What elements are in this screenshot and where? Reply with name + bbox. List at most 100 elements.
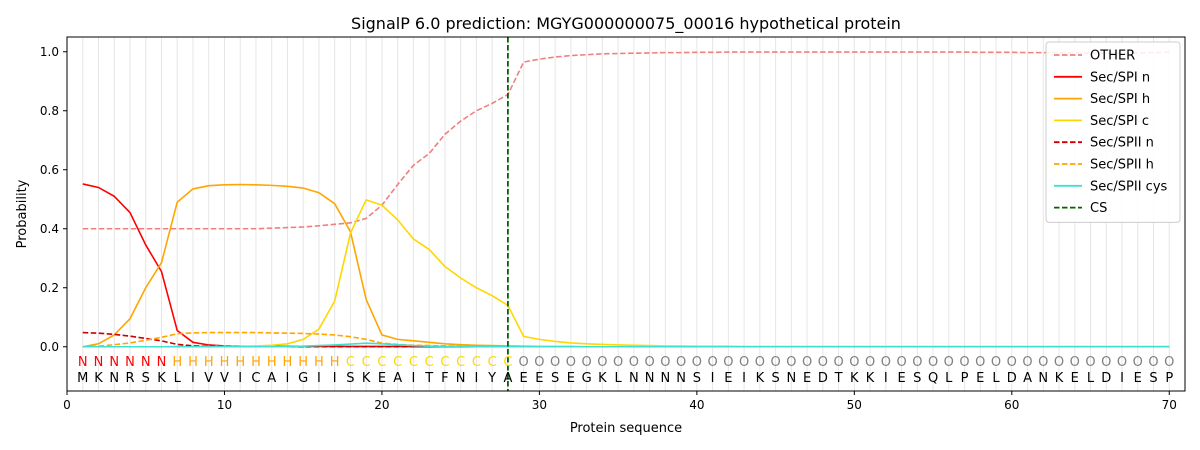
x-tick-label: 50 [847, 398, 862, 412]
residue-label: N [109, 371, 119, 386]
region-label: O [802, 355, 812, 370]
residue-label: G [582, 371, 592, 386]
region-label: C [409, 355, 418, 370]
region-label: O [692, 355, 702, 370]
residue-label: R [125, 371, 134, 386]
residue-label: F [441, 371, 448, 386]
region-label: H [188, 355, 198, 370]
region-label: O [786, 355, 796, 370]
region-label: O [660, 355, 670, 370]
region-label: O [833, 355, 843, 370]
residue-label: T [834, 371, 843, 386]
region-label: N [78, 355, 88, 370]
y-tick-label: 0.8 [40, 104, 59, 118]
residue-label: N [456, 371, 466, 386]
residue-label: N [660, 371, 670, 386]
series-line-sec-spi-h [82, 183, 1170, 348]
grid-lines [82, 37, 1170, 391]
residue-label: K [598, 371, 607, 386]
region-label: O [849, 355, 859, 370]
residue-label: I [412, 371, 416, 386]
residue-label: K [94, 371, 103, 386]
residue-label: S [913, 371, 921, 386]
region-label: O [1101, 355, 1111, 370]
region-label: O [739, 355, 749, 370]
residue-label: V [204, 371, 213, 386]
residue-label: D [1101, 371, 1111, 386]
region-label: O [676, 355, 686, 370]
region-label: N [157, 355, 167, 370]
legend-label: Sec/SPII cys [1090, 179, 1168, 194]
region-label: H [235, 355, 245, 370]
residue-label: L [174, 371, 182, 386]
legend: OTHER Sec/SPI n Sec/SPI h Sec/SPI c Sec/SPII… [1045, 41, 1181, 223]
series-line-sec-spi-n [82, 183, 1170, 348]
residue-label: N [645, 371, 655, 386]
residue-label: N [1038, 371, 1048, 386]
region-label: O [991, 355, 1001, 370]
residue-label: E [1071, 371, 1079, 386]
region-label: H [204, 355, 214, 370]
region-label: O [1007, 355, 1017, 370]
region-label: O [519, 355, 529, 370]
region-label: O [1022, 355, 1032, 370]
x-tick-label: 20 [374, 398, 389, 412]
residue-label: E [378, 371, 386, 386]
residue-label: K [866, 371, 875, 386]
region-label: C [472, 355, 481, 370]
residue-label: E [803, 371, 811, 386]
residue-label: L [615, 371, 623, 386]
region-label: O [707, 355, 717, 370]
residue-label: I [474, 371, 478, 386]
x-tick-label: 30 [532, 398, 547, 412]
legend-box [1045, 41, 1181, 223]
region-label: O [944, 355, 954, 370]
region-label: O [1085, 355, 1095, 370]
residue-label: S [771, 371, 779, 386]
residue-label: S [346, 371, 354, 386]
residue-label: S [693, 371, 701, 386]
residue-label: A [267, 371, 276, 386]
region-label: H [330, 355, 340, 370]
residue-label: L [1087, 371, 1095, 386]
residue-label: T [424, 371, 433, 386]
region-label: O [1164, 355, 1174, 370]
legend-label: Sec/SPII n [1090, 136, 1154, 151]
residue-label: N [676, 371, 686, 386]
residue-label: E [520, 371, 528, 386]
region-label: O [755, 355, 765, 370]
region-label: O [1054, 355, 1064, 370]
series-lines [82, 51, 1170, 348]
region-label: O [550, 355, 560, 370]
residue-label: Q [928, 371, 938, 386]
residue-label: P [1165, 371, 1173, 386]
residue-label: I [884, 371, 888, 386]
residue-label: N [629, 371, 639, 386]
residue-label: I [191, 371, 195, 386]
residue-label: A [393, 371, 402, 386]
legend-label: Sec/SPI c [1090, 114, 1149, 129]
x-tick-label: 40 [689, 398, 704, 412]
residue-label: A [1023, 371, 1032, 386]
residue-label: K [362, 371, 371, 386]
residue-label: L [992, 371, 1000, 386]
legend-label: OTHER [1090, 49, 1135, 64]
region-label: C [425, 355, 434, 370]
legend-label: Sec/SPII h [1090, 158, 1154, 173]
residue-label: K [756, 371, 765, 386]
x-axis-label: Protein sequence [570, 421, 682, 436]
legend-label: CS [1090, 201, 1107, 216]
region-label: O [1148, 355, 1158, 370]
residue-label: A [503, 371, 512, 386]
residue-label: E [1134, 371, 1142, 386]
residue-label: V [220, 371, 229, 386]
residue-label: S [1149, 371, 1157, 386]
region-label: H [283, 355, 293, 370]
region-label: O [1038, 355, 1048, 370]
region-label: N [109, 355, 119, 370]
residue-label: N [786, 371, 796, 386]
region-label: O [629, 355, 639, 370]
residue-label: G [298, 371, 308, 386]
region-label: C [362, 355, 371, 370]
